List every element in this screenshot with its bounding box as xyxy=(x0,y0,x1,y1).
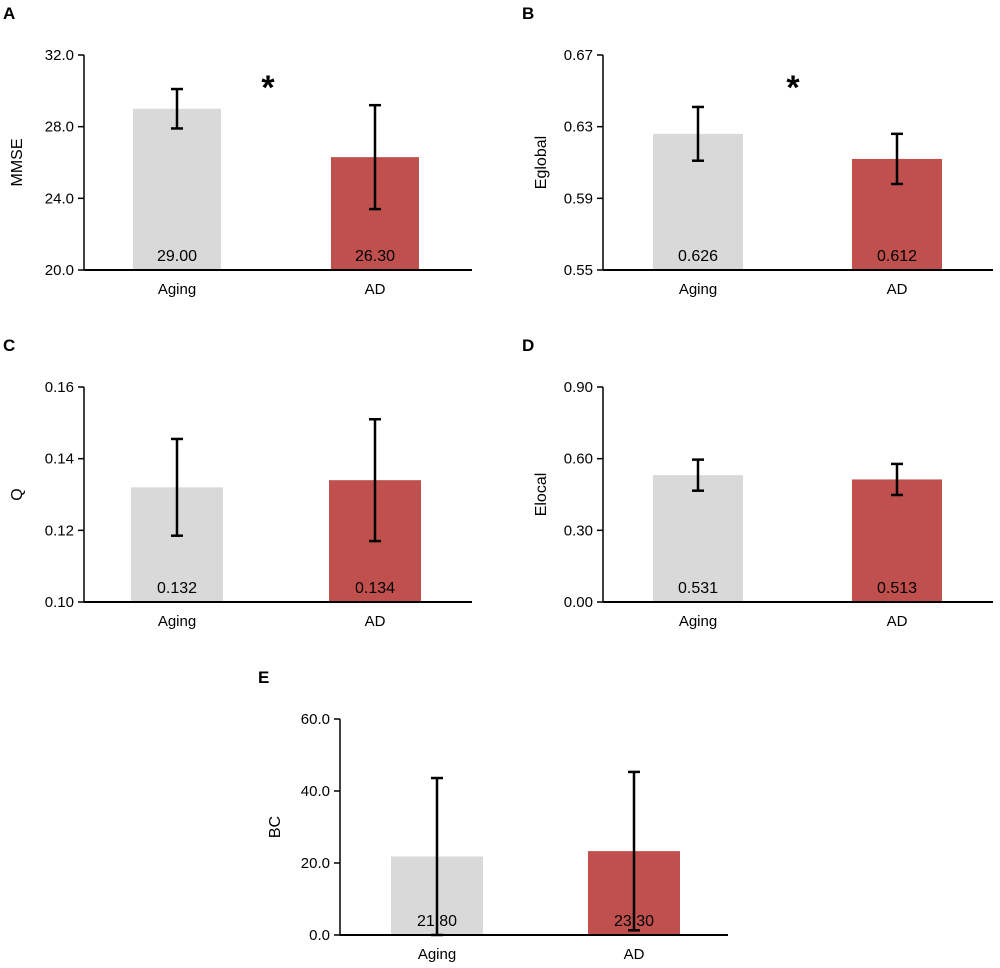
y-tick-label: 0.63 xyxy=(564,119,593,136)
y-tick-label: 40.0 xyxy=(301,783,330,800)
data-label: 0.513 xyxy=(877,580,917,597)
y-tick-label: 0.30 xyxy=(564,522,593,539)
significance-marker: * xyxy=(261,69,275,107)
y-tick-label: 0.60 xyxy=(564,451,593,468)
bar-aging xyxy=(133,108,221,270)
panel-letter: E xyxy=(258,668,269,687)
data-label: 0.612 xyxy=(877,248,917,265)
y-tick-label: 0.55 xyxy=(564,262,593,279)
y-tick-label: 0.16 xyxy=(45,379,74,396)
category-label: AD xyxy=(365,613,386,630)
y-axis-label: Eglobal xyxy=(533,136,550,189)
category-label: AD xyxy=(365,281,386,298)
chart-panel-b: B Eglobal 0.55 0.59 0.63 0.67 0.626 0.612 Aging A… xyxy=(522,4,993,298)
panel-letter: D xyxy=(522,336,534,355)
y-tick-label: 0.12 xyxy=(45,522,74,539)
panel-letter: A xyxy=(3,4,15,23)
bar-ad xyxy=(852,479,942,602)
category-label: Aging xyxy=(418,946,456,963)
y-tick-label: 0.10 xyxy=(45,594,74,611)
significance-marker: * xyxy=(786,69,800,107)
category-label: Aging xyxy=(679,613,717,630)
category-label: Aging xyxy=(158,613,196,630)
y-axis-label: BC xyxy=(267,816,284,838)
y-tick-label: 28.0 xyxy=(45,119,74,136)
y-tick-label: 0.00 xyxy=(564,594,593,611)
category-label: AD xyxy=(887,613,908,630)
y-axis-label: Elocal xyxy=(533,473,550,517)
y-tick-label: 20.0 xyxy=(301,855,330,872)
category-label: AD xyxy=(624,946,645,963)
panel-letter: C xyxy=(3,336,15,355)
panel-letter: B xyxy=(522,4,534,23)
data-label: 0.134 xyxy=(355,580,395,597)
y-tick-label: 0.90 xyxy=(564,379,593,396)
data-label: 0.132 xyxy=(157,580,197,597)
data-label: 26.30 xyxy=(355,248,395,265)
chart-panel-d: D Elocal 0.00 0.30 0.60 0.90 0.531 0.513 Aging AD xyxy=(522,336,993,630)
bar-aging xyxy=(653,475,743,602)
data-label: 0.626 xyxy=(678,248,718,265)
data-label: 0.531 xyxy=(678,580,718,597)
data-label: 21.80 xyxy=(417,913,457,930)
y-tick-label: 0.0 xyxy=(309,927,330,944)
chart-panel-c: C Q 0.10 0.12 0.14 0.16 0.132 0.134 Aging AD xyxy=(3,336,472,630)
data-label: 23.30 xyxy=(614,913,654,930)
y-tick-label: 0.59 xyxy=(564,190,593,207)
y-axis-label: Q xyxy=(9,488,26,500)
category-label: Aging xyxy=(679,281,717,298)
chart-panel-e: E BC 0.0 20.0 40.0 60.0 21.80 23.30 Aging AD xyxy=(258,668,728,963)
y-tick-label: 24.0 xyxy=(45,190,74,207)
data-label: 29.00 xyxy=(157,248,197,265)
y-tick-label: 32.0 xyxy=(45,47,74,64)
y-tick-label: 20.0 xyxy=(45,262,74,279)
y-tick-label: 60.0 xyxy=(301,711,330,728)
y-tick-label: 0.14 xyxy=(45,451,74,468)
y-axis-label: MMSE xyxy=(9,139,26,187)
category-label: AD xyxy=(887,281,908,298)
category-label: Aging xyxy=(158,281,196,298)
y-tick-label: 0.67 xyxy=(564,47,593,64)
chart-panel-a: A MMSE 20.0 24.0 28.0 32.0 29.00 26.30 Aging AD * xyxy=(3,4,472,298)
